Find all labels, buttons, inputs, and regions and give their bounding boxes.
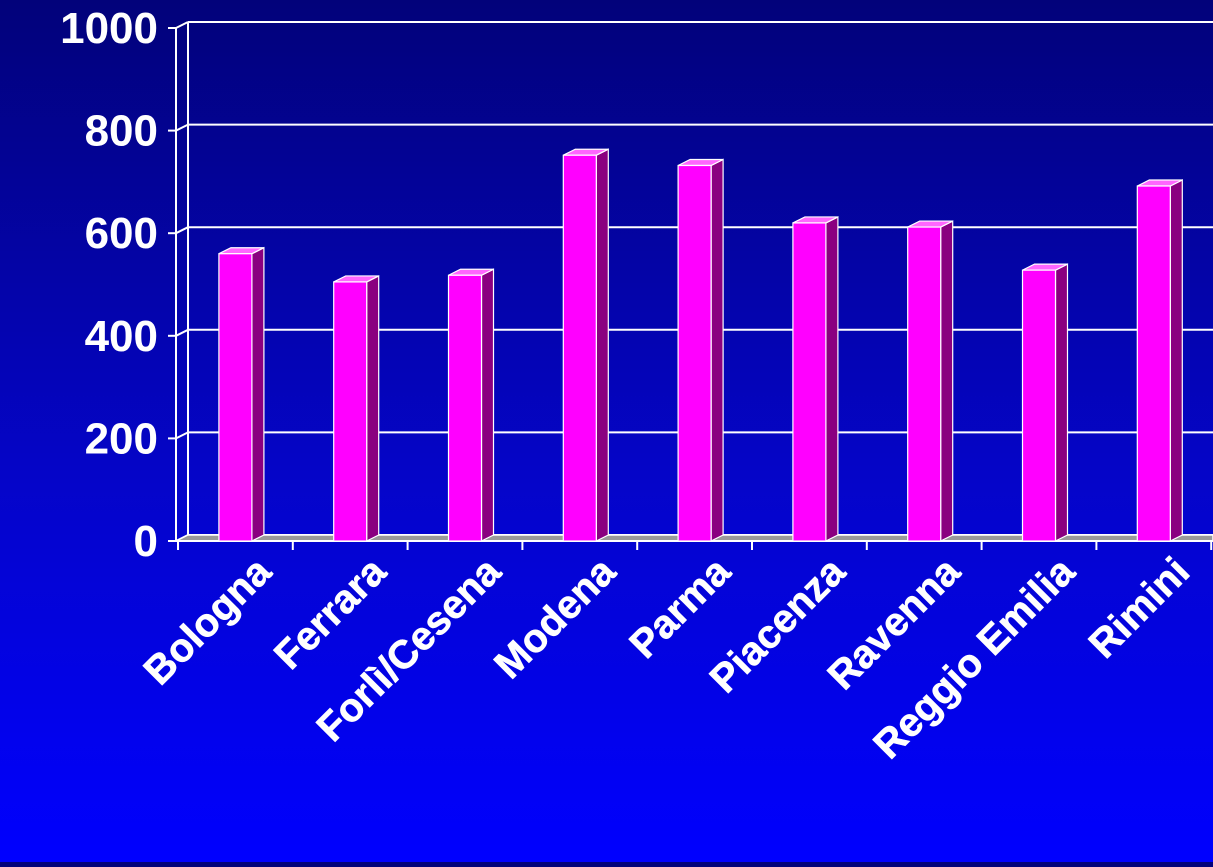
bar-ravenna [907,220,954,542]
bar-front [1021,269,1057,542]
bar-front [907,226,942,542]
bar-piacenza [792,215,839,542]
y-tick-label: 400 [85,312,158,361]
bar-front [1136,185,1171,542]
x-tick-label: Reggio Emilia [865,549,1084,768]
bars [218,148,1183,542]
y-tick-label: 600 [85,209,158,258]
bar-rimini [1136,179,1183,542]
bar-front [792,222,827,542]
bar-side [1169,179,1183,542]
bar-forl-cesena [447,268,495,542]
gridline-connector [175,431,189,440]
y-tick-labels: 0 200 400 600 800 1000 [60,4,158,566]
bar-parma [677,158,724,542]
gridline-connector [175,328,189,337]
bar-front [218,253,253,542]
bar-side [825,215,839,542]
gridline-connector [175,21,189,29]
bar-side [940,220,954,542]
bar-front [677,164,712,542]
gridline-connector [175,123,189,132]
bar-bologna [218,246,265,542]
bar-side [710,158,724,542]
bar-side [366,274,380,542]
bar-modena [562,148,609,542]
bar-side [251,246,265,542]
bar-front [333,281,368,542]
gridline-connector [175,226,189,235]
y-tick-label: 1000 [60,4,158,53]
x-tick-labels: BolognaFerraraForlì/CesenaModenaParmaPia… [135,548,1199,768]
bar-side [1054,263,1069,542]
x-tick-label: Bologna [136,549,281,694]
y-tick-label: 200 [85,414,158,463]
bar-front [562,154,597,542]
bar-side [595,148,609,542]
x-tick-label: Modena [486,549,624,687]
bar-front [447,274,483,542]
bar-side [480,268,495,542]
bar-ferrara [333,274,380,542]
y-tick-label: 0 [134,517,158,566]
x-tick-label: Rimini [1081,549,1199,667]
y-tick-label: 800 [85,107,158,156]
bar-reggio-emilia [1021,263,1069,542]
